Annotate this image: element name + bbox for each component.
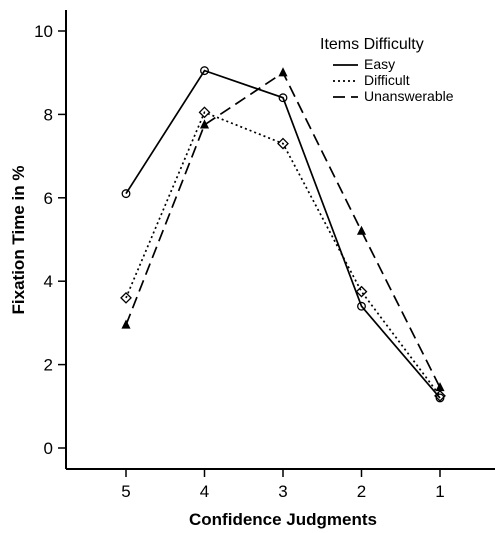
legend-label: Unanswerable bbox=[364, 88, 454, 104]
series-unanswerable bbox=[121, 67, 445, 392]
legend-label: Easy bbox=[364, 56, 395, 72]
data-point-triangle bbox=[278, 67, 288, 77]
data-point-triangle bbox=[356, 225, 367, 235]
x-ticks: 5 4 3 2 1 bbox=[121, 469, 445, 501]
y-tick-label: 10 bbox=[34, 22, 53, 41]
series-line bbox=[125, 69, 441, 399]
data-point-triangle bbox=[121, 319, 131, 329]
y-axis-title: Fixation Time in % bbox=[9, 166, 28, 315]
y-tick-label: 6 bbox=[44, 189, 53, 208]
y-tick-label: 4 bbox=[44, 272, 53, 291]
series-difficult bbox=[120, 106, 446, 402]
legend-title: Items Difficulty bbox=[320, 36, 424, 53]
data-point-circle bbox=[357, 301, 366, 311]
axes bbox=[65, 10, 495, 470]
series-layer bbox=[120, 66, 446, 403]
data-point-diamond bbox=[355, 285, 368, 298]
y-ticks: 0 2 4 6 8 10 bbox=[34, 22, 66, 458]
series-easy bbox=[121, 66, 445, 403]
x-tick-label: 3 bbox=[278, 482, 287, 501]
x-tick-label: 5 bbox=[121, 482, 130, 501]
data-point-triangle bbox=[435, 382, 445, 392]
data-point-diamond bbox=[434, 389, 446, 402]
x-tick-label: 1 bbox=[435, 482, 444, 501]
data-point-circle bbox=[121, 189, 131, 199]
x-tick-label: 4 bbox=[200, 482, 209, 501]
data-point-circle bbox=[200, 66, 209, 76]
y-tick-label: 8 bbox=[44, 105, 53, 124]
data-point-diamond bbox=[198, 106, 211, 119]
data-point-diamond bbox=[277, 137, 289, 150]
legend-label: Difficult bbox=[364, 72, 410, 88]
y-tick-label: 0 bbox=[44, 439, 53, 458]
x-axis-title: Confidence Judgments bbox=[189, 510, 377, 529]
data-point-circle bbox=[278, 93, 288, 103]
x-tick-label: 2 bbox=[357, 482, 366, 501]
y-tick-label: 2 bbox=[44, 356, 53, 375]
data-point-diamond bbox=[120, 291, 132, 304]
data-point-triangle bbox=[199, 119, 210, 129]
series-line bbox=[125, 111, 441, 397]
legend: Items Difficulty EasyDifficultUnanswerab… bbox=[320, 36, 454, 104]
